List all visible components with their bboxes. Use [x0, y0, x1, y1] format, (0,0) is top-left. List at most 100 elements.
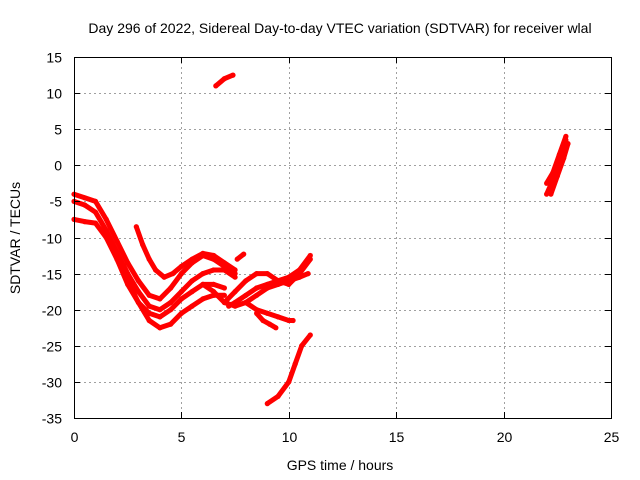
- data-point: [114, 256, 120, 262]
- data-point: [266, 321, 273, 327]
- data-point: [286, 281, 292, 287]
- data-point: [548, 191, 554, 197]
- data-point: [561, 155, 567, 161]
- data-point: [307, 332, 313, 338]
- data-point: [264, 401, 270, 407]
- data-point: [135, 299, 141, 306]
- data-point: [565, 141, 571, 147]
- data-point: [103, 234, 109, 241]
- y-tick-label: -35: [42, 411, 62, 427]
- data-point: [133, 224, 139, 230]
- data-point: [254, 310, 260, 316]
- data-point: [157, 296, 163, 302]
- data-point: [286, 274, 292, 280]
- data-point: [211, 267, 217, 273]
- data-point: [146, 256, 152, 262]
- data-point: [200, 281, 206, 287]
- data-point: [146, 317, 152, 324]
- data-point: [234, 256, 240, 262]
- series-line-arc-16: [544, 135, 569, 185]
- data-point: [82, 219, 88, 225]
- data-point: [264, 281, 270, 287]
- data-point: [135, 289, 141, 295]
- data-point: [241, 251, 247, 257]
- data-point: [189, 289, 195, 295]
- series-line-arc-2: [73, 199, 237, 313]
- data-point: [275, 314, 281, 320]
- x-tick-label: 20: [497, 429, 513, 445]
- y-tick-label: 15: [46, 50, 62, 66]
- data-point: [200, 296, 206, 302]
- data-point: [146, 292, 152, 298]
- data-point: [307, 252, 313, 259]
- axis-ticks: 0 5 10 15 20 25 -35 -30 -25 -20 -15 -10 -5 0 5 10 15: [42, 50, 620, 446]
- data-point: [232, 267, 238, 273]
- data-point: [254, 307, 260, 313]
- data-point: [170, 271, 176, 277]
- data-point: [211, 289, 217, 295]
- data-point: [211, 281, 217, 287]
- data-point: [135, 278, 141, 284]
- data-layer: [71, 72, 571, 407]
- data-point: [550, 169, 556, 176]
- data-point: [178, 296, 184, 302]
- data-point: [200, 250, 206, 256]
- data-point: [221, 260, 227, 266]
- y-tick-label: 0: [54, 158, 62, 174]
- data-point: [544, 191, 550, 197]
- data-point: [221, 267, 227, 273]
- data-point: [92, 220, 99, 226]
- data-point: [82, 202, 88, 208]
- x-tick-label: 25: [604, 429, 620, 445]
- data-point: [213, 83, 219, 89]
- data-point: [232, 299, 238, 306]
- data-point: [292, 361, 298, 367]
- data-point: [157, 325, 163, 331]
- data-point: [254, 271, 260, 277]
- data-point: [290, 317, 296, 324]
- series-line-arc-10: [254, 311, 278, 330]
- data-point: [114, 238, 120, 244]
- data-point: [286, 379, 292, 385]
- data-point: [140, 242, 146, 248]
- data-point: [189, 256, 195, 262]
- data-point: [230, 72, 236, 78]
- data-point: [125, 278, 131, 284]
- data-point: [146, 303, 152, 309]
- data-point: [92, 198, 99, 204]
- data-point: [92, 209, 99, 215]
- y-axis-label: SDTVAR / TECUs: [7, 182, 23, 294]
- data-point: [157, 307, 163, 313]
- data-point: [178, 263, 184, 269]
- data-point: [189, 278, 195, 284]
- x-axis-label: GPS time / hours: [287, 457, 394, 473]
- data-point: [254, 292, 260, 298]
- data-point: [168, 307, 174, 313]
- data-point: [544, 180, 550, 186]
- data-point: [153, 267, 159, 273]
- data-point: [273, 325, 279, 331]
- data-point: [178, 289, 184, 295]
- x-tick-label: 0: [71, 429, 79, 445]
- grid: [74, 57, 611, 418]
- data-point: [563, 133, 569, 139]
- data-point: [556, 151, 563, 158]
- series-line-arc-15: [548, 142, 571, 196]
- data-point: [103, 216, 109, 222]
- data-point: [221, 299, 227, 306]
- data-point: [232, 289, 238, 295]
- data-point: [299, 343, 305, 349]
- x-tick-label: 5: [178, 429, 186, 445]
- data-point: [296, 267, 303, 273]
- data-point: [226, 303, 232, 309]
- y-tick-label: -5: [50, 194, 63, 210]
- data-point: [168, 285, 174, 291]
- y-tick-label: -25: [42, 339, 62, 355]
- data-point: [275, 393, 281, 399]
- data-point: [168, 321, 174, 327]
- data-point: [254, 285, 260, 291]
- y-tick-label: 10: [46, 86, 62, 102]
- y-tick-label: -10: [42, 231, 62, 247]
- data-point: [554, 173, 560, 179]
